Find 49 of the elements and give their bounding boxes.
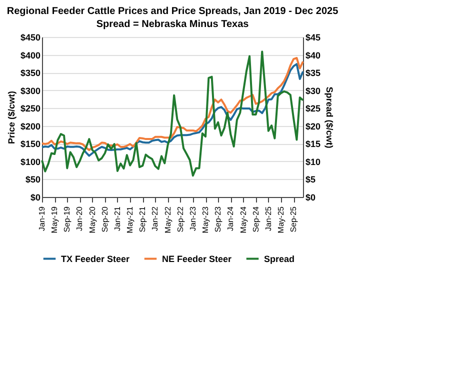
y-tick-label: $400 (20, 50, 40, 60)
line-series (41, 50, 304, 177)
x-tick-label: Jan-20 (75, 206, 84, 231)
x-tick-label: Sep-21 (138, 206, 148, 232)
y-tick-label: $300 (20, 86, 40, 96)
y-tick-label: $50 (25, 174, 40, 185)
x-tick-label: May-22 (163, 206, 172, 234)
x-tick-label: Jan-22 (150, 206, 160, 231)
legend-label: TX Feeder Steer (61, 254, 130, 264)
x-tick-label: Sep-22 (176, 206, 185, 232)
y-tick-label: $100 (20, 156, 40, 167)
y2-axis-title: Spread ($/cwt) (324, 86, 335, 148)
y2-tick-label: $10 (306, 156, 321, 167)
x-tick-label: May-20 (88, 206, 97, 234)
y2-tick-label: $30 (306, 86, 321, 96)
x-tick-label: Jan-24 (226, 206, 236, 231)
x-tick-label: Jan-21 (112, 206, 122, 231)
y2-tick-label: $45 (306, 32, 321, 42)
y-tick-label: $150 (20, 139, 40, 150)
x-tick-label: Sep-24 (251, 206, 260, 232)
x-tick-label: Sep-19 (62, 206, 72, 232)
y2-tick-label: $25 (306, 104, 321, 114)
y-tick-label: $200 (20, 121, 40, 132)
chart-title: Regional Feeder Cattle Prices and Price Spreads, Jan 2019 - Dec 2025 (6, 6, 339, 17)
legend-label: Spread (264, 254, 295, 264)
x-tick-label: Jan-19 (38, 206, 46, 231)
y2-tick-label: $0 (306, 192, 316, 202)
x-tick-label: May-24 (238, 206, 248, 234)
y-tick-label: $0 (30, 192, 40, 202)
y2-tick-label: $15 (306, 139, 321, 150)
x-tick-label: Sep-20 (100, 206, 110, 232)
y2-tick-label: $20 (306, 121, 321, 132)
y-tick-label: $350 (20, 68, 40, 78)
x-tick-label: Sep-23 (214, 206, 223, 232)
y2-tick-label: $5 (306, 174, 316, 185)
x-tick-label: May-25 (276, 206, 286, 234)
chart-subtitle: Spread = Nebraska Minus Texas (96, 19, 250, 30)
y2-tick-label: $40 (306, 50, 321, 60)
y-tick-label: $250 (20, 104, 40, 114)
legend-label: NE Feeder Steer (162, 254, 232, 264)
x-tick-label: May-19 (50, 206, 60, 234)
x-tick-label: May-21 (126, 206, 135, 234)
y-tick-label: $450 (20, 32, 40, 42)
x-tick-label: Jan-23 (188, 206, 198, 231)
y2-tick-label: $35 (306, 68, 321, 78)
x-tick-label: Jan-25 (264, 206, 273, 231)
y-axis-title: Price ($/cwt) (6, 90, 16, 144)
x-tick-label: May-23 (201, 206, 210, 234)
x-tick-label: Sep-25 (289, 206, 298, 232)
